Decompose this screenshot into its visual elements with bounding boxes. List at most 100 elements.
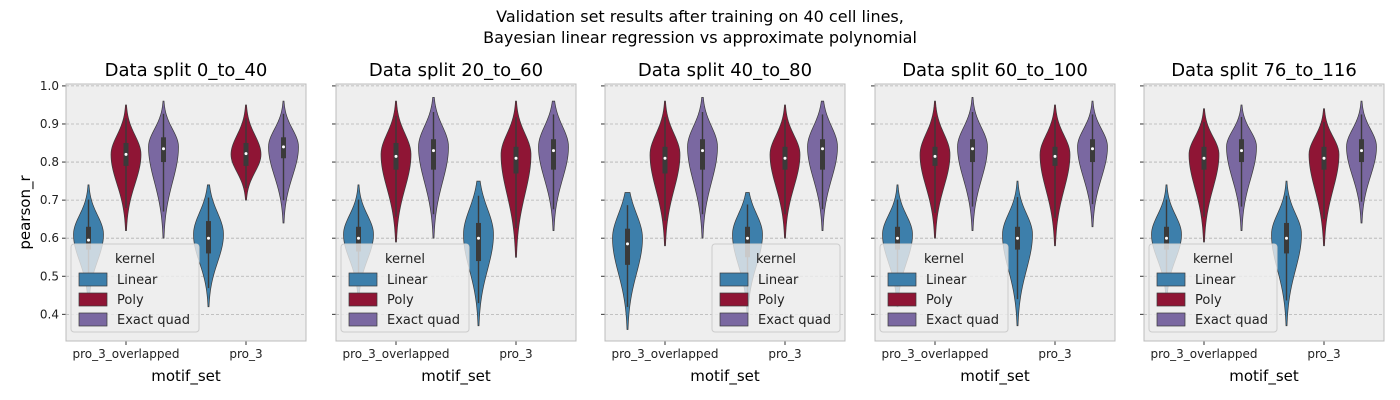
legend-entry: Poly <box>1195 293 1222 308</box>
violin-median <box>1165 236 1168 240</box>
legend-title: kernel <box>115 252 155 267</box>
panel-title: Data split 20_to_60 <box>369 60 543 81</box>
panel-title: Data split 60_to_100 <box>902 60 1088 81</box>
legend-entry: Poly <box>387 293 414 308</box>
plot-border <box>335 83 577 342</box>
legend: kernel Linear Poly Exact quad <box>70 243 200 333</box>
x-tick-label: pro_3 <box>1307 347 1340 361</box>
y-tick-label: 0.9 <box>40 117 59 131</box>
x-tick-label: pro_3 <box>229 347 262 361</box>
legend-box <box>711 243 841 333</box>
violin-median <box>1360 149 1363 153</box>
violin-iqr-box <box>86 226 91 250</box>
violin-iqr-box <box>1090 139 1095 163</box>
legend-title: kernel <box>924 252 964 267</box>
violin-median <box>626 242 629 246</box>
violin-median <box>87 238 90 242</box>
violin-median <box>432 149 435 153</box>
violin-iqr-box <box>700 139 705 170</box>
violin-iqr-box <box>551 139 556 170</box>
legend-swatch <box>348 272 378 287</box>
legend-entry: Linear <box>926 273 967 288</box>
legend-box <box>340 243 470 333</box>
legend-entry: Linear <box>387 273 428 288</box>
legend-swatch <box>78 272 108 287</box>
legend-entry: Linear <box>1195 273 1236 288</box>
violin-median <box>971 147 974 151</box>
legend-entry: Poly <box>758 293 785 308</box>
violin-median <box>394 154 398 158</box>
legend: kernel Linear Poly Exact quad <box>1148 243 1278 333</box>
legend-entry: Exact quad <box>926 313 999 328</box>
panel-title: Data split 0_to_40 <box>105 60 268 81</box>
x-tick-label: pro_3 <box>499 347 532 361</box>
legend-entry: Exact quad <box>387 313 460 328</box>
legend: kernel Linear Poly Exact quad <box>879 243 1009 333</box>
legend-title: kernel <box>385 252 425 267</box>
legend-swatch <box>348 312 378 327</box>
violin-median <box>477 236 480 240</box>
legend-box <box>1148 243 1278 333</box>
y-tick-label: 0.4 <box>40 307 59 321</box>
legend-entry: Exact quad <box>117 313 190 328</box>
x-axis-label: motif_set <box>421 367 491 386</box>
legend-swatch <box>1156 292 1186 307</box>
x-tick-label: pro_3_overlapped <box>1151 347 1258 361</box>
legend-swatch <box>78 292 108 307</box>
violin-median <box>933 154 937 158</box>
x-tick-label: pro_3_overlapped <box>343 347 450 361</box>
violin-iqr-box <box>476 222 481 262</box>
panel-3: pro_3_overlapped pro_3 Data split 40_to_80… <box>601 60 846 386</box>
legend-entry: Exact quad <box>758 313 831 328</box>
y-tick-label: 0.8 <box>40 155 59 169</box>
violin-median <box>207 236 210 240</box>
violin-median <box>746 236 749 240</box>
violin-median <box>1322 156 1326 160</box>
panel-title: Data split 40_to_80 <box>638 60 812 81</box>
violin-median <box>357 236 360 240</box>
violin-median <box>514 156 518 160</box>
violin-median <box>162 147 165 151</box>
violin-median <box>1202 156 1206 160</box>
figure-title-line1: Validation set results after training on… <box>496 7 904 26</box>
violin-median <box>1240 149 1243 153</box>
violin-median <box>821 147 824 151</box>
legend-swatch <box>887 312 917 327</box>
legend-box <box>879 243 1009 333</box>
x-tick-label: pro_3_overlapped <box>73 347 180 361</box>
y-tick-label: 1.0 <box>40 79 59 93</box>
violin-median <box>1053 154 1057 158</box>
violin-median <box>896 236 899 240</box>
violin-median <box>1016 236 1019 240</box>
x-tick-label: pro_3 <box>1038 347 1071 361</box>
x-tick-label: pro_3 <box>768 347 801 361</box>
plot-border <box>65 83 307 342</box>
violin-median <box>1285 236 1288 240</box>
plot-border <box>1143 83 1385 342</box>
panel-title: Data split 76_to_116 <box>1171 60 1357 81</box>
x-axis-label: motif_set <box>690 367 760 386</box>
violin-median <box>701 149 704 153</box>
legend-swatch <box>887 292 917 307</box>
y-tick-label: 0.7 <box>40 193 59 207</box>
legend-entry: Exact quad <box>1195 313 1268 328</box>
violin-iqr-box <box>662 146 668 174</box>
violin-median <box>124 152 128 156</box>
legend-swatch <box>348 292 378 307</box>
violin-median <box>244 152 248 156</box>
violin-iqr-box <box>820 139 825 170</box>
violin-iqr-box <box>970 139 975 163</box>
legend: kernel Linear Poly Exact quad <box>340 243 470 333</box>
plot-border <box>604 83 846 342</box>
legend-title: kernel <box>1193 252 1233 267</box>
x-axis-label: motif_set <box>1229 367 1299 386</box>
x-tick-label: pro_3_overlapped <box>882 347 989 361</box>
legend-entry: Linear <box>758 273 799 288</box>
violin-median <box>1091 147 1094 151</box>
x-axis-label: motif_set <box>151 367 221 386</box>
violin-median <box>663 156 667 160</box>
x-axis-label: motif_set <box>960 367 1030 386</box>
figure-title-line2: Bayesian linear regression vs approximat… <box>483 28 917 47</box>
